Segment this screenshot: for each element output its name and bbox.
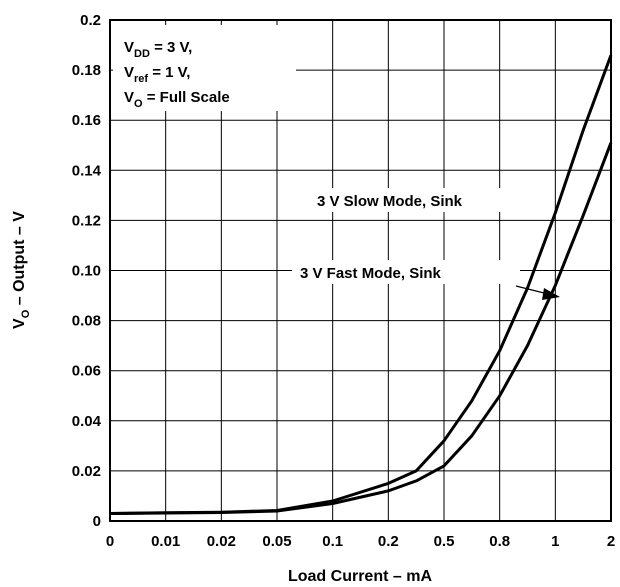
annotation-slow-bg [305, 188, 538, 212]
y-tick-label: 0.14 [72, 162, 102, 179]
y-tick-label: 0 [93, 513, 101, 530]
x-tick-label: 0 [106, 533, 114, 550]
series-line-0 [109, 54, 613, 515]
y-tick-label: 0.16 [72, 112, 101, 129]
y-tick-label: 0.12 [72, 212, 101, 229]
x-axis-title: Load Current – mA [288, 568, 432, 585]
x-axis-ticks: 0 0.01 0.02 0.05 0.1 0.2 0.5 0.8 1 2 [106, 533, 615, 550]
series-layer [109, 54, 613, 515]
annotation-slow-label: 3 V Slow Mode, Sink [317, 193, 463, 210]
annotation-fast-arrowhead [542, 288, 560, 300]
x-tick-label: 0.02 [207, 533, 236, 550]
annotation-fast-leader [515, 285, 549, 295]
x-tick-label: 1 [551, 533, 559, 550]
condition-vdd: VDD = 3 V, [124, 39, 192, 60]
y-tick-label: 0.08 [72, 313, 101, 330]
condition-vo: VO = Full Scale [124, 89, 230, 110]
y-tick-label: 0.2 [80, 12, 101, 29]
x-tick-label: 0.8 [489, 533, 510, 550]
y-axis-ticks: 0 0.02 0.04 0.06 0.08 0.10 0.12 0.14 0.16 0.18 0.2 [72, 12, 102, 530]
condition-vref: Vref = 1 V, [124, 64, 190, 85]
x-tick-label: 0.2 [378, 533, 399, 550]
x-tick-label: 0.1 [322, 533, 343, 550]
y-tick-label: 0.04 [72, 413, 102, 430]
y-axis-title: VO – Output – V [11, 211, 32, 329]
x-tick-label: 2 [607, 533, 615, 550]
x-tick-label: 0.5 [434, 533, 455, 550]
annotation-fast-bg [292, 260, 520, 284]
y-tick-label: 0.18 [72, 62, 101, 79]
x-tick-label: 0.01 [151, 533, 180, 550]
y-tick-label: 0.02 [72, 463, 101, 480]
x-tick-label: 0.05 [262, 533, 291, 550]
conditions-box-bg [113, 25, 296, 111]
y-tick-label: 0.10 [72, 263, 101, 280]
annotation-fast-label: 3 V Fast Mode, Sink [300, 265, 442, 282]
plot-frame [109, 19, 612, 522]
y-tick-label: 0.06 [72, 363, 101, 380]
